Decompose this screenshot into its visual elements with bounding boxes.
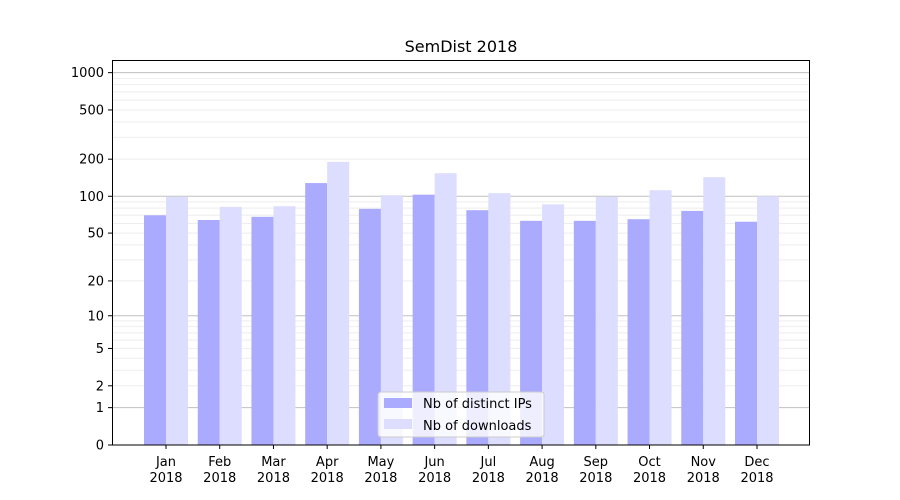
plot-frame [112, 60, 810, 446]
legend-swatch-ips [384, 398, 412, 408]
bar-downloads [542, 204, 565, 445]
y-tick-label: 1 [96, 401, 104, 416]
y-tick-label: 0 [96, 439, 104, 454]
bar-downloads [380, 195, 403, 445]
bar-ips [627, 219, 650, 445]
bar-downloads [703, 177, 726, 445]
y-tick-label: 5 [96, 342, 104, 357]
bar-ips [466, 210, 489, 445]
x-tick-label: Jun 2018 [418, 455, 451, 486]
y-tick-label: 1000 [71, 66, 104, 81]
x-tick-label: Jul 2018 [472, 455, 505, 486]
legend-label-ips: Nb of distinct IPs [423, 397, 532, 412]
x-tick-label: May 2018 [364, 455, 397, 486]
legend: Nb of distinct IPs Nb of downloads [377, 391, 545, 438]
x-tick-label: Jan 2018 [149, 455, 182, 486]
y-tick-label: 500 [79, 103, 104, 118]
bar-downloads [273, 206, 296, 445]
bars [144, 161, 779, 446]
y-tick-label: 20 [87, 274, 104, 289]
chart-title: SemDist 2018 [405, 37, 518, 56]
bar-ips [735, 221, 757, 445]
x-tick-label: Mar 2018 [257, 455, 290, 486]
bar-downloads [327, 161, 350, 445]
bar-ips [573, 220, 596, 445]
x-tick-label: Feb 2018 [203, 455, 236, 486]
y-tick-label: 100 [79, 190, 104, 205]
bar-downloads [595, 196, 618, 445]
x-tick-label: Apr 2018 [311, 455, 344, 486]
y-tick-label: 2 [96, 379, 104, 394]
y-tick-label: 10 [87, 309, 104, 324]
bar-ips [144, 215, 166, 445]
bar-ips [197, 220, 220, 445]
bar-downloads [166, 196, 188, 445]
bar-downloads [219, 206, 242, 445]
bar-downloads [757, 196, 779, 445]
x-axis: Jan 2018 Feb 2018 Mar 2018 Apr 2018 May 2018 Jun 20… [149, 445, 774, 486]
x-tick-label: Oct 2018 [633, 455, 666, 486]
bar-ips [358, 208, 381, 445]
x-tick-label: Sep 2018 [579, 455, 612, 486]
bar-ips [251, 216, 274, 445]
legend-swatch-downloads [384, 419, 412, 429]
y-tick-label: 200 [79, 153, 104, 168]
bar-downloads [488, 193, 511, 445]
legend-label-downloads: Nb of downloads [423, 419, 532, 434]
bar-downloads [649, 190, 672, 445]
bar-ips [520, 220, 543, 445]
x-tick-label: Nov 2018 [687, 455, 720, 486]
x-tick-label: Aug 2018 [526, 455, 559, 486]
bar-ips [412, 194, 435, 445]
y-axis: 0 1 2 5 10 20 50 100 200 500 1000 [71, 66, 112, 454]
bar-ips [681, 210, 704, 445]
bar-ips [305, 183, 328, 446]
bar-downloads [434, 173, 457, 445]
x-tick-label: Dec 2018 [740, 455, 773, 486]
y-tick-label: 50 [87, 227, 104, 242]
